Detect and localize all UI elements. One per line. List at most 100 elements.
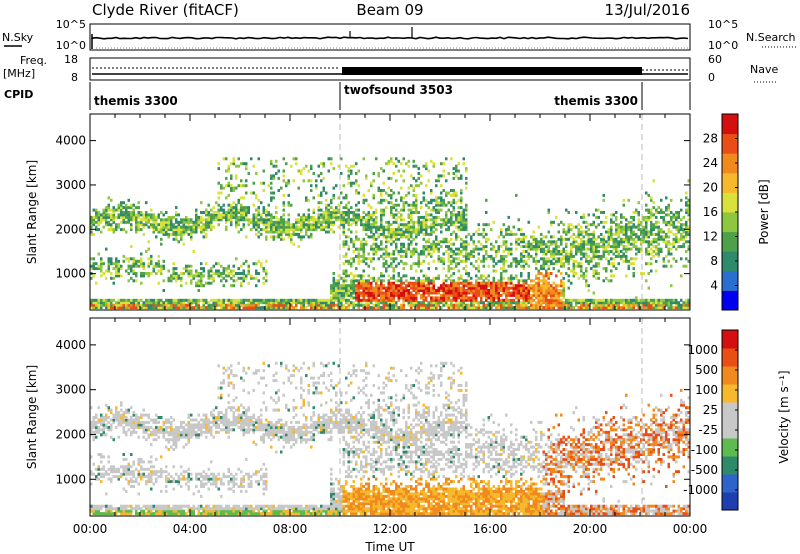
power-cell	[607, 235, 610, 239]
power-cell	[377, 228, 380, 232]
power-cell	[227, 208, 230, 212]
power-cell	[327, 169, 330, 173]
power-cell	[237, 157, 240, 161]
power-cell	[400, 279, 403, 283]
power-cell	[105, 269, 108, 273]
velocity-cell	[105, 403, 108, 407]
power-cell	[582, 240, 585, 244]
power-cell	[275, 220, 278, 224]
power-cell	[320, 215, 323, 219]
power-cell	[225, 211, 228, 214]
power-cell	[430, 223, 433, 227]
power-cell	[220, 218, 223, 222]
power-cell	[522, 279, 525, 283]
power-cell	[395, 198, 398, 202]
power-cell	[687, 230, 690, 234]
power-cell	[372, 242, 375, 246]
power-cell	[202, 235, 205, 239]
power-cell	[150, 213, 153, 217]
power-cell	[625, 303, 628, 307]
power-cell	[502, 264, 505, 268]
power-cell	[450, 157, 453, 161]
power-cell	[530, 279, 533, 283]
power-cell	[105, 211, 108, 214]
power-cell	[295, 157, 298, 161]
power-cell	[157, 281, 160, 285]
power-cell	[390, 284, 393, 288]
power-cell	[387, 193, 390, 197]
power-cell	[127, 206, 130, 210]
power-cell	[617, 262, 620, 266]
power-cell	[335, 279, 338, 283]
power-cell	[522, 254, 525, 258]
power-cell	[355, 296, 358, 300]
power-cell	[155, 301, 158, 305]
power-cell	[400, 303, 403, 307]
power-cell	[142, 225, 145, 229]
power-cell	[192, 301, 195, 305]
power-cell	[552, 220, 555, 224]
power-cell	[330, 286, 333, 290]
power-cell	[465, 264, 468, 268]
power-cell	[360, 301, 363, 305]
power-cell	[627, 264, 630, 268]
power-cell	[395, 232, 398, 236]
power-cell	[332, 193, 335, 197]
power-cell	[102, 225, 105, 229]
power-cell	[177, 225, 180, 229]
power-cell	[237, 223, 240, 227]
power-cell	[627, 247, 630, 251]
power-cell	[542, 267, 545, 271]
power-cell	[420, 252, 423, 256]
power-cell	[355, 303, 358, 307]
power-cell	[637, 228, 640, 232]
power-cell	[130, 213, 133, 217]
power-cell	[660, 215, 663, 219]
power-cell	[142, 262, 145, 266]
power-cell	[672, 257, 675, 261]
power-cell	[650, 269, 653, 273]
power-cell	[420, 284, 423, 288]
power-cell	[262, 281, 265, 285]
power-cell	[240, 284, 243, 288]
power-cell	[620, 215, 623, 219]
power-cell	[657, 230, 660, 234]
power-cell	[557, 289, 560, 292]
power-cell	[457, 162, 460, 166]
power-cell	[407, 213, 410, 217]
power-cell	[452, 272, 455, 275]
power-cell	[592, 232, 595, 236]
power-cell	[437, 211, 440, 214]
power-cell	[402, 223, 405, 227]
power-cell	[220, 213, 223, 217]
power-cell	[252, 223, 255, 227]
power-cell	[595, 272, 598, 275]
power-cell	[570, 257, 573, 261]
power-cell	[457, 235, 460, 239]
power-cell	[490, 284, 493, 288]
power-cell	[647, 215, 650, 219]
power-cell	[452, 296, 455, 300]
power-cell	[407, 237, 410, 241]
power-cell	[372, 225, 375, 229]
power-cell	[617, 223, 620, 227]
power-cell	[252, 303, 255, 307]
power-cell	[562, 306, 565, 310]
power-cell	[392, 252, 395, 256]
power-cell	[487, 289, 490, 292]
power-cell	[677, 237, 680, 241]
power-cell	[542, 252, 545, 256]
power-cell	[635, 235, 638, 239]
power-cell	[127, 218, 130, 222]
power-cell	[327, 211, 330, 214]
power-cell	[440, 198, 443, 202]
power-cell	[405, 286, 408, 290]
power-cell	[485, 306, 488, 310]
power-cell	[640, 232, 643, 236]
power-cell	[92, 264, 95, 268]
power-cell	[287, 179, 290, 183]
power-cell	[225, 228, 228, 232]
power-cell	[225, 303, 228, 307]
power-cell	[540, 247, 543, 251]
power-cell	[297, 301, 300, 305]
